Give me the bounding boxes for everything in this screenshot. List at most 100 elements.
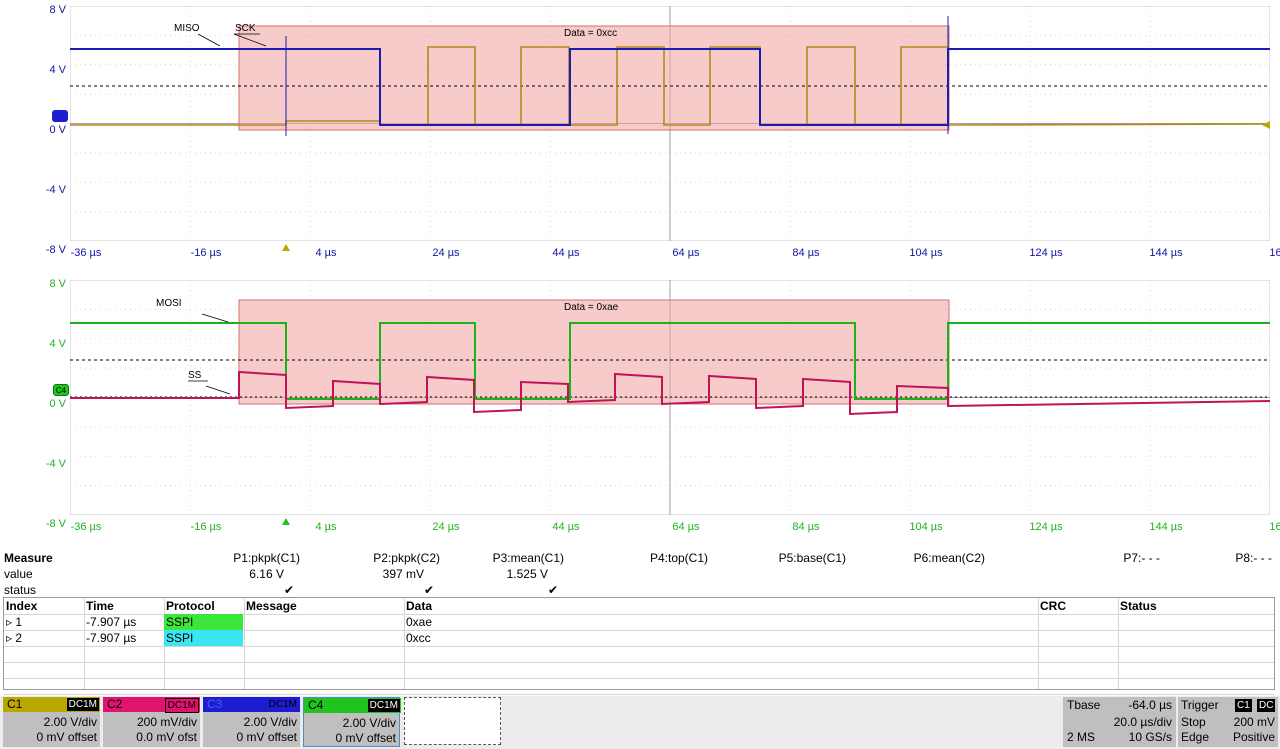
top-x-tick-label: 104 µs [909, 247, 943, 259]
trigger-type: Edge [1181, 730, 1210, 744]
top-x-tick-label: 84 µs [792, 247, 820, 259]
timebase-box[interactable]: Tbase -64.0 µs 20.0 µs/div 2 MS 10 GS/s [1063, 697, 1176, 747]
timebase-label: Tbase [1067, 698, 1101, 712]
bot-y-tick-label: 4 V [49, 338, 66, 350]
measure-param-status-icon: ✔ [547, 583, 558, 597]
measure-param-name[interactable]: P7:- - - [1123, 551, 1160, 565]
measure-param-name[interactable]: P2:pkpk(C2) [373, 551, 440, 565]
table-cell-data: 0xae [406, 615, 433, 629]
trigger-level-marker [1262, 121, 1270, 129]
empty-channel-slot[interactable] [404, 697, 501, 745]
top-channel-marker[interactable]: C1 [52, 110, 68, 122]
bottom-channel-marker-label: C4 [55, 386, 67, 395]
bot-y-tick-label: -8 V [45, 518, 66, 530]
top-y-tick-label: 8 V [49, 4, 66, 16]
measure-param-value: 397 mV [382, 567, 424, 581]
table-header-cell[interactable]: CRC [1040, 599, 1066, 613]
table-header-cell[interactable]: Index [6, 599, 38, 613]
table-column-divider [1038, 598, 1039, 689]
channel-vdiv: 2.00 V/div [43, 715, 97, 729]
table-row[interactable]: ▹ 1 -7.907 µs SSPI 0xae [4, 614, 1274, 631]
table-row[interactable]: ▹ 2 -7.907 µs SSPI 0xcc [4, 630, 1274, 647]
top-x-tick-label: -36 µs [70, 247, 102, 259]
ss-trace [70, 370, 1270, 416]
bot-y-tick-label: 8 V [49, 278, 66, 290]
table-header-cell[interactable]: Message [246, 599, 297, 613]
bot-x-tick-label: 104 µs [909, 521, 943, 533]
bot-x-tick-label: 44 µs [552, 521, 580, 533]
top-x-tick-label: 24 µs [432, 247, 460, 259]
bot-x-tick-label: -16 µs [190, 521, 222, 533]
mosi-leader [201, 313, 229, 323]
channel-box-c3[interactable]: C3 DC1M 2.00 V/div 0 mV offset [203, 697, 300, 747]
decode-table[interactable]: Index Time Protocol Message Data CRC Status ▹ 1… [3, 597, 1275, 695]
trigger-source-tag: C1 [1235, 699, 1252, 712]
miso-leader [197, 33, 221, 47]
table-header-cell[interactable]: Protocol [166, 599, 215, 613]
timebase-rate: 10 GS/s [1128, 730, 1172, 744]
measure-panel: Measure value status P1:pkpk(C1) 6.16 V ✔ P… [0, 549, 1280, 597]
table-empty-row [4, 662, 1274, 679]
channel-name: C3 [207, 697, 223, 711]
bottom-waveform-panel[interactable] [70, 280, 1270, 515]
table-cell-index: ▹ 1 [6, 615, 23, 629]
trigger-level: 200 mV [1233, 715, 1275, 729]
timebase-value: -64.0 µs [1128, 698, 1172, 712]
trigger-mode: Stop [1181, 715, 1206, 729]
table-column-divider [244, 598, 245, 689]
table-cell-data: 0xcc [406, 631, 431, 645]
bottom-channel-marker[interactable]: C4 [53, 384, 69, 396]
timebase-samples: 2 MS [1067, 730, 1096, 744]
bot-trigger-position-marker[interactable] [282, 518, 290, 525]
table-cell-time: -7.907 µs [86, 631, 137, 645]
trigger-slope: Positive [1232, 730, 1275, 744]
mosi-label: MOSI [156, 298, 182, 309]
channel-header: C3 DC1M [203, 697, 300, 712]
table-header-cell[interactable]: Status [1120, 599, 1157, 613]
channel-box-c2[interactable]: C2 DC1M 200 mV/div 0.0 mV ofst [103, 697, 200, 747]
top-y-tick-label: -8 V [45, 244, 66, 256]
table-cell-protocol: SSPI [164, 614, 243, 630]
bottom-waveform-grid[interactable] [70, 280, 1270, 515]
measure-value-label: value [4, 567, 33, 581]
measure-param-name[interactable]: P4:top(C1) [649, 551, 708, 565]
channel-coupling-tag: DC1M [266, 698, 299, 711]
top-channel-marker-label: C1 [52, 110, 63, 119]
table-empty-row [4, 646, 1274, 663]
bot-x-tick-label: 84 µs [792, 521, 820, 533]
decode-overlay [238, 299, 950, 405]
measure-param-name[interactable]: P5:base(C1) [778, 551, 846, 565]
bottom-decode-label: Data = 0xae [564, 302, 619, 313]
channel-name: C2 [107, 697, 123, 711]
channel-coupling-tag: DC1M [367, 699, 400, 712]
channel-offset: 0 mV offset [335, 731, 396, 745]
channel-coupling-tag: DC1M [66, 698, 99, 711]
table-header-cell[interactable]: Data [406, 599, 433, 613]
table-cell-index: ▹ 2 [6, 631, 23, 645]
trigger-box[interactable]: Trigger C1 DC Stop 200 mV Edge Positive [1178, 697, 1278, 747]
top-x-tick-label: 164 µs [1269, 247, 1280, 259]
channel-box-c1[interactable]: C1 DC1M 2.00 V/div 0 mV offset [3, 697, 100, 747]
measure-param-status-icon: ✔ [423, 583, 434, 597]
table-empty-row [4, 678, 1274, 695]
measure-param-name[interactable]: P8:- - - [1235, 551, 1272, 565]
bot-x-tick-label: 4 µs [315, 521, 337, 533]
channel-header: C2 DC1M [103, 697, 200, 713]
top-waveform-grid[interactable] [70, 6, 1270, 241]
trigger-label: Trigger [1181, 698, 1219, 712]
channel-offset: 0.0 mV ofst [136, 730, 197, 744]
top-waveform-panel[interactable] [70, 6, 1270, 241]
measure-param-name[interactable]: P6:mean(C2) [913, 551, 985, 565]
channel-vdiv: 2.00 V/div [342, 716, 396, 730]
top-trigger-position-marker[interactable] [282, 244, 290, 251]
bot-x-tick-label: 124 µs [1029, 521, 1063, 533]
channel-vdiv: 2.00 V/div [243, 715, 297, 729]
top-y-tick-label: 0 V [49, 124, 66, 136]
measure-param-name[interactable]: P1:pkpk(C1) [233, 551, 300, 565]
channel-offset: 0 mV offset [36, 730, 97, 744]
table-header-cell[interactable]: Time [86, 599, 114, 613]
channel-box-c4[interactable]: C4 DC1M 2.00 V/div 0 mV offset [303, 697, 401, 747]
measure-status-label: status [4, 583, 37, 597]
sck-leader [233, 33, 267, 47]
measure-param-name[interactable]: P3:mean(C1) [492, 551, 564, 565]
